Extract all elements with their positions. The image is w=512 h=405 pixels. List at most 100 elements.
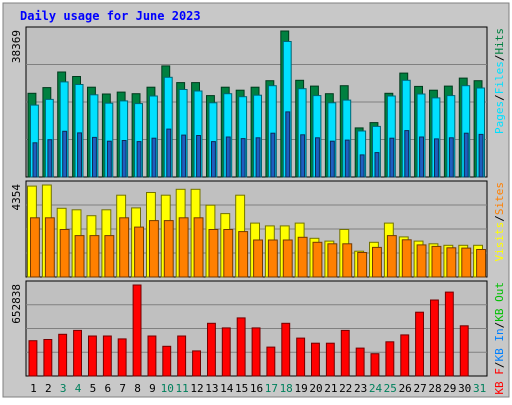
bar-bottom-kb-f-day-24: [370, 353, 380, 377]
bar-top-pages-day-28: [434, 138, 439, 178]
bar-bottom-kb-f-day-9: [147, 335, 157, 377]
panel-bottom-legend-item-4: KB Out: [493, 282, 506, 322]
bar-top-pages-day-2: [47, 139, 53, 178]
bar-top-pages-day-18: [285, 111, 291, 178]
x-tick-label-13: 13: [205, 382, 218, 395]
panel-bottom-legend-item-0: KB F: [493, 368, 506, 395]
bar-bottom-kb-f-day-26: [400, 334, 410, 377]
bar-bottom-kb-f-day-3: [58, 333, 68, 377]
panel-middle-ymax-label: 4354: [10, 184, 23, 211]
x-tick-label-19: 19: [294, 382, 307, 395]
bar-bottom-kb-f-day-16: [251, 327, 261, 377]
bar-middle-sites-day-19: [297, 236, 308, 278]
bar-top-pages-day-29: [448, 137, 454, 178]
bar-middle-sites-day-9: [149, 220, 159, 278]
bar-bottom-kb-f-day-8: [132, 284, 142, 377]
bar-middle-sites-day-6: [104, 235, 115, 278]
bar-middle-sites-day-12: [193, 217, 204, 278]
bar-bottom-kb-f-day-11: [177, 335, 187, 377]
bar-bottom-kb-f-day-4: [73, 329, 82, 377]
bar-middle-sites-day-25: [386, 235, 397, 278]
bar-top-pages-day-7: [121, 140, 127, 178]
bar-top-pages-day-20: [315, 137, 320, 178]
bar-middle-sites-day-16: [253, 239, 264, 278]
x-tick-label-5: 5: [90, 382, 97, 395]
bar-bottom-kb-f-day-29: [444, 291, 454, 377]
bar-middle-sites-day-13: [208, 229, 219, 278]
panel-bottom-legend-item-1: /: [493, 362, 506, 369]
bar-middle-sites-day-11: [178, 217, 189, 278]
bar-top-pages-day-6: [106, 140, 112, 178]
bar-middle-sites-day-28: [431, 245, 442, 278]
panel-top-legend-item-2: Files: [493, 61, 506, 94]
bar-bottom-kb-f-day-15: [236, 317, 246, 377]
bar-middle-sites-day-26: [401, 239, 412, 278]
bar-top-pages-day-12: [196, 135, 202, 178]
bar-bottom-kb-f-day-30: [459, 325, 469, 377]
bar-bottom-kb-f-day-18: [281, 322, 291, 377]
panel-top-legend-item-1: /: [493, 94, 506, 101]
bar-middle-sites-day-15: [238, 231, 249, 278]
bar-middle-sites-day-1: [30, 217, 40, 278]
x-tick-label-16: 16: [250, 382, 263, 395]
x-tick-label-26: 26: [399, 382, 412, 395]
x-tick-label-15: 15: [235, 382, 248, 395]
bar-top-pages-day-3: [62, 130, 68, 178]
bar-middle-sites-day-3: [59, 229, 70, 278]
bar-middle-sites-day-14: [223, 229, 234, 278]
chart-title: Daily usage for June 2023: [20, 9, 201, 23]
bar-bottom-kb-f-day-28: [430, 299, 439, 377]
panel-bottom-legend-item-2: KB In: [493, 328, 506, 361]
bar-top-pages-day-8: [136, 141, 142, 178]
bar-top-pages-day-16: [255, 137, 261, 178]
bar-top-pages-day-5: [92, 136, 97, 178]
bar-bottom-kb-f-day-21: [325, 342, 335, 377]
bar-top-pages-day-27: [419, 136, 425, 178]
x-tick-label-22: 22: [339, 382, 352, 395]
bar-bottom-kb-f-day-17: [266, 346, 276, 377]
bar-bottom-kb-f-day-6: [102, 335, 112, 377]
x-tick-label-28: 28: [428, 382, 441, 395]
x-tick-label-18: 18: [280, 382, 293, 395]
bar-top-pages-day-10: [166, 128, 172, 178]
bar-top-pages-day-21: [329, 140, 335, 178]
x-tick-label-25: 25: [384, 382, 397, 395]
bar-middle-sites-day-29: [446, 247, 457, 278]
bar-middle-sites-day-5: [89, 235, 100, 278]
bar-top-pages-day-30: [463, 132, 469, 178]
x-axis: 1 2 3 4 5 6 7 8 9 10 11 12 13 14 15 16 17 18 19 20 21 22 23 24 2…: [30, 382, 486, 395]
bar-top-pages-day-1: [32, 142, 38, 178]
bar-top-pages-day-31: [478, 133, 484, 178]
bar-bottom-kb-f-day-7: [117, 338, 127, 377]
panel-top-ymax-label: 38369: [10, 30, 23, 63]
bar-bottom-kb-f-day-1: [28, 340, 38, 377]
bar-top-pages-day-15: [240, 138, 246, 178]
bar-middle-sites-day-21: [327, 243, 338, 278]
x-tick-label-31: 31: [473, 382, 486, 395]
x-tick-label-7: 7: [119, 382, 126, 395]
bar-middle-sites-day-10: [163, 220, 174, 278]
x-tick-label-4: 4: [75, 382, 82, 395]
bar-bottom-kb-f-day-13: [207, 322, 216, 377]
x-tick-label-3: 3: [60, 382, 67, 395]
bar-top-pages-day-4: [77, 132, 82, 178]
bar-top-pages-day-13: [211, 141, 216, 178]
bar-bottom-kb-f-day-20: [311, 342, 320, 377]
panel-bottom-ymax-label: 652838: [10, 284, 23, 324]
bar-bottom-kb-f-day-22: [340, 329, 350, 377]
bar-bottom-kb-f-day-5: [88, 335, 97, 377]
bar-middle-sites-day-20: [312, 241, 323, 278]
x-tick-label-17: 17: [265, 382, 278, 395]
bar-bottom-kb-f-day-23: [355, 347, 365, 377]
x-tick-label-12: 12: [190, 382, 203, 395]
bar-middle-sites-day-2: [44, 217, 55, 278]
x-tick-label-29: 29: [443, 382, 456, 395]
x-tick-label-27: 27: [413, 382, 426, 395]
panel-middle-legend-item-2: Sites: [493, 182, 506, 215]
bar-top-pages-day-19: [300, 134, 306, 178]
x-tick-label-20: 20: [309, 382, 322, 395]
